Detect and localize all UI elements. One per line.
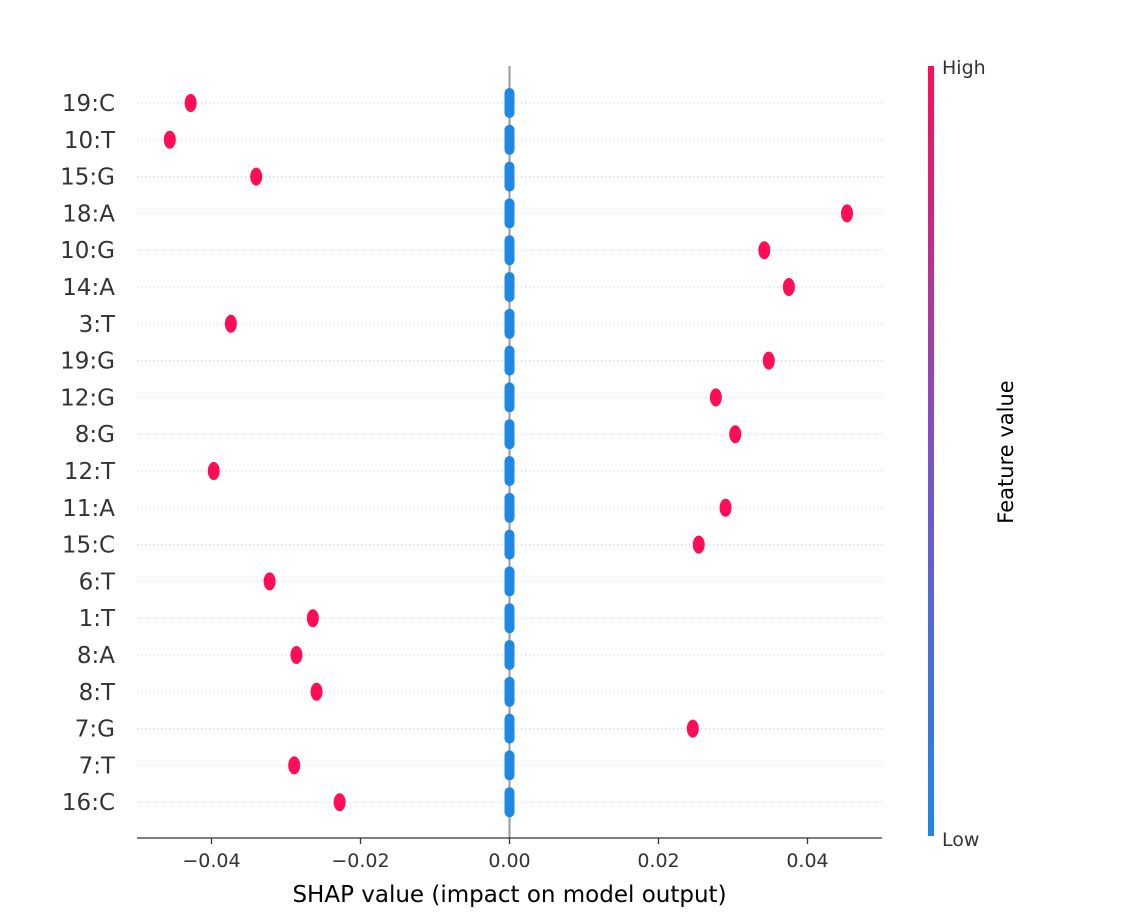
x-tick-label: −0.04 (182, 850, 240, 872)
low-value-point (504, 198, 515, 229)
high-value-point (207, 462, 220, 480)
low-value-point (504, 566, 515, 597)
low-value-point (504, 492, 515, 523)
high-value-point (719, 498, 732, 517)
low-value-point (504, 345, 515, 376)
low-value-point (504, 272, 515, 302)
feature-label: 12:G (60, 385, 115, 411)
high-value-point (290, 646, 303, 664)
low-value-point (504, 161, 515, 192)
high-value-point (163, 130, 176, 149)
x-tick-label: 0.00 (488, 850, 530, 872)
feature-label: 19:G (60, 349, 115, 375)
high-value-point (782, 278, 795, 296)
feature-label: 10:T (64, 128, 116, 154)
high-value-point (263, 572, 276, 591)
feature-label: 8:G (75, 422, 115, 448)
feature-label: 6:T (79, 569, 116, 595)
feature-label: 14:A (62, 275, 115, 301)
high-value-point (692, 535, 705, 554)
high-value-point (288, 756, 301, 775)
colorbar-gradient (928, 66, 934, 836)
low-value-point (504, 124, 515, 155)
feature-label: 8:A (77, 643, 115, 669)
high-value-point (310, 682, 323, 701)
high-value-point (250, 167, 263, 186)
feature-label: 15:G (60, 165, 115, 191)
feature-label: 11:A (62, 496, 115, 522)
feature-label: 19:C (62, 91, 115, 117)
feature-label: 1:T (79, 606, 116, 632)
low-value-point (504, 456, 515, 486)
colorbar: High Low Feature value (928, 57, 1018, 851)
feature-label: 3:T (79, 312, 116, 338)
x-tick-label: −0.02 (331, 850, 389, 872)
feature-label: 8:T (79, 680, 116, 706)
colorbar-title: Feature value (994, 380, 1018, 523)
high-value-point (686, 719, 699, 738)
x-tick-label: 0.04 (786, 850, 828, 872)
colorbar-high-label: High (942, 57, 986, 79)
low-value-point (504, 308, 515, 339)
low-value-point (504, 529, 515, 560)
high-value-point (709, 388, 722, 407)
points (163, 88, 853, 818)
low-value-point (504, 787, 515, 818)
high-value-point (758, 241, 771, 260)
feature-label: 15:C (62, 533, 115, 559)
x-axis-title: SHAP value (impact on model output) (292, 882, 726, 908)
high-value-point (184, 94, 197, 112)
high-value-point (762, 351, 775, 370)
feature-label: 16:C (62, 790, 115, 816)
high-value-point (333, 793, 346, 812)
low-value-point (504, 382, 515, 413)
feature-label: 7:G (75, 717, 115, 743)
x-tick-label: 0.02 (637, 850, 679, 872)
high-value-point (224, 314, 237, 333)
high-value-point (729, 425, 742, 444)
low-value-point (504, 750, 515, 781)
high-value-point (840, 204, 853, 223)
low-value-point (504, 676, 515, 707)
low-value-point (504, 419, 515, 450)
low-value-point (504, 640, 515, 670)
high-value-point (306, 609, 319, 628)
x-axis: −0.04 −0.02 0.00 0.02 0.04 (137, 837, 882, 872)
feature-labels: 19:C 10:T 15:G 18:A 10:G 14:A 3:T 19:G 12:G 8:G 12… (60, 91, 116, 816)
feature-label: 18:A (62, 201, 115, 227)
low-value-point (504, 88, 515, 118)
feature-label: 12:T (64, 459, 116, 485)
low-value-point (504, 235, 515, 266)
colorbar-low-label: Low (942, 829, 979, 851)
low-value-point (504, 603, 515, 634)
low-value-point (504, 713, 515, 744)
feature-label: 10:G (60, 238, 115, 264)
feature-label: 7:T (79, 753, 116, 779)
